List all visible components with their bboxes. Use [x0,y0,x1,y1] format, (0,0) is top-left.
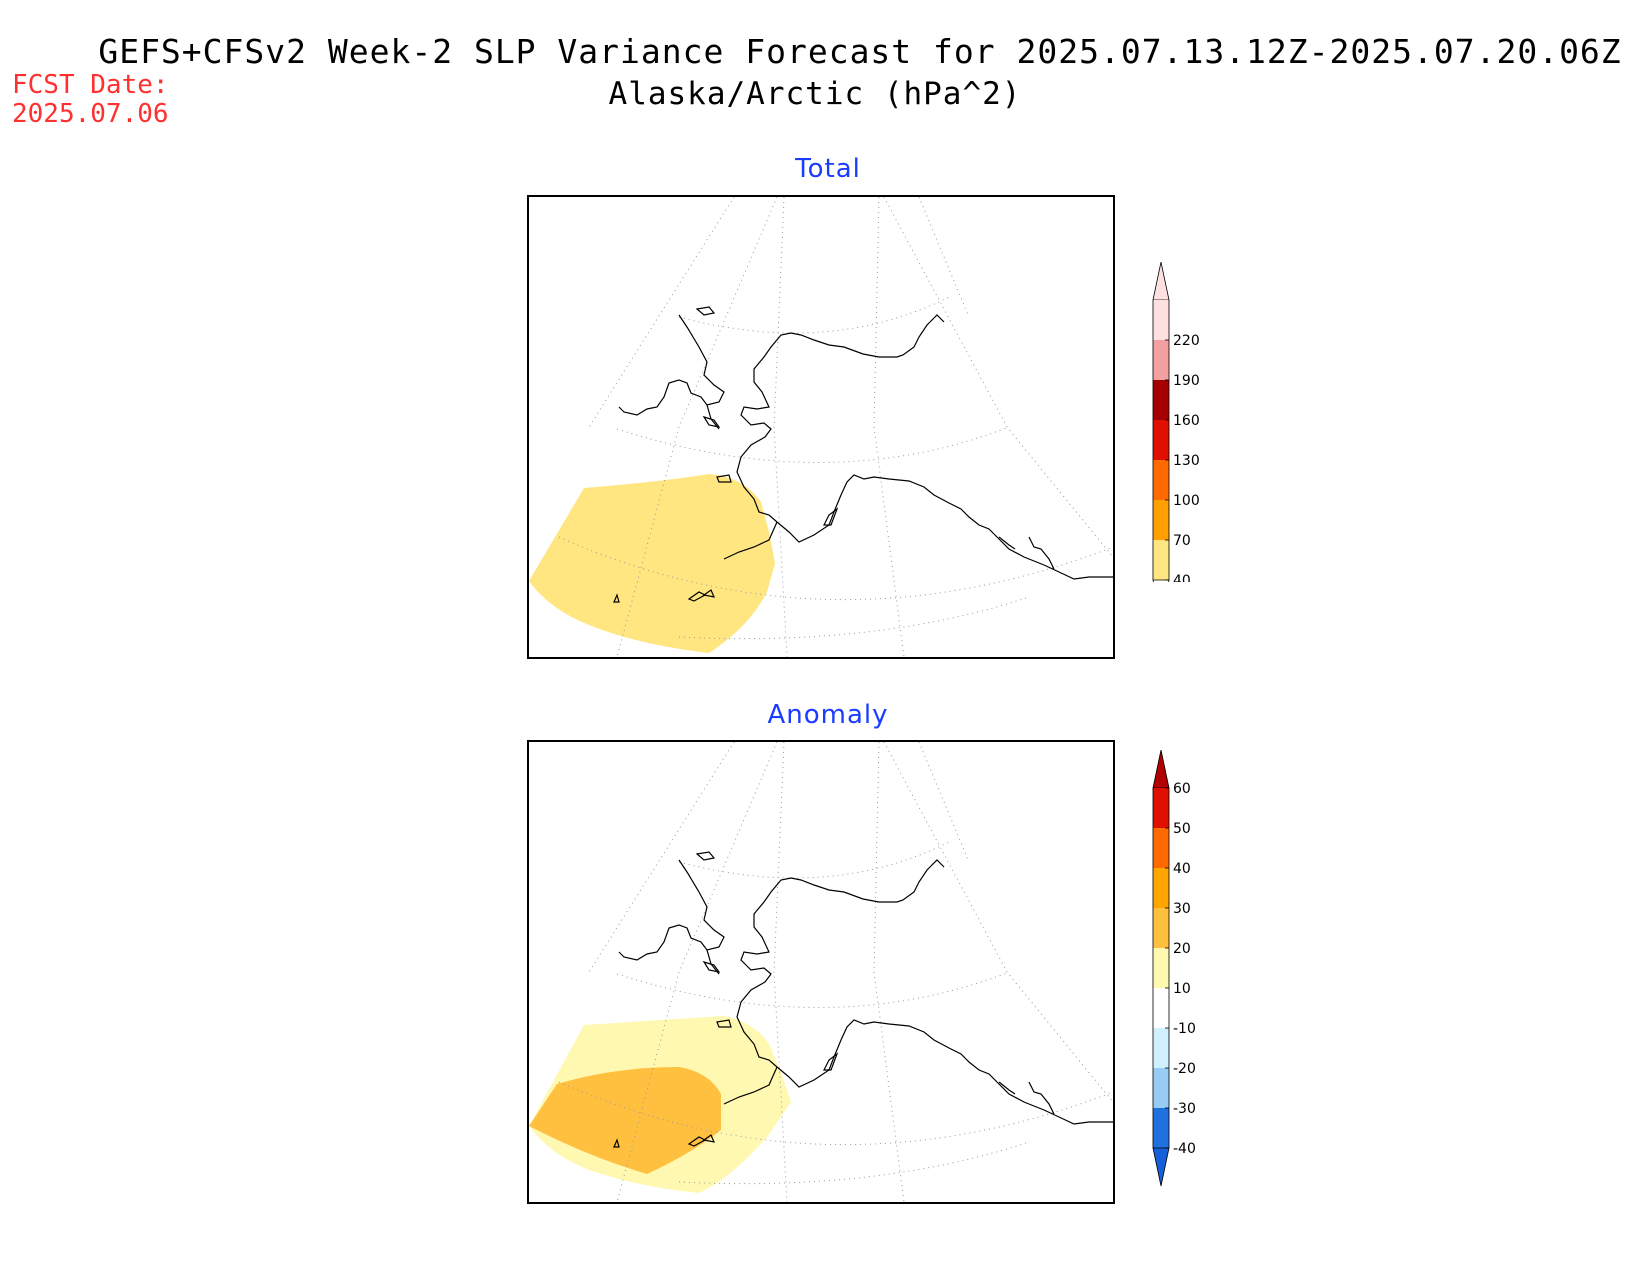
grid-line [883,742,1113,1103]
grid-line [873,742,905,1202]
colorbar-label: 190 [1173,373,1200,389]
colorbar-label: -30 [1173,1101,1196,1117]
coast-segment [736,314,945,523]
grid-line [616,742,778,1202]
colorbar-label: 20 [1173,941,1191,957]
fcst-date-value: 2025.07.06 [12,99,169,129]
colorbar-block [1153,828,1169,868]
coastline [613,851,1113,1148]
map-anomaly [529,742,1113,1202]
colorbar-block [1153,868,1169,908]
colorbar-block [1153,460,1169,500]
colorbar-block [1153,1108,1169,1148]
colorbar-label: 100 [1173,493,1200,509]
colorbar-total: 40 70 100 130 160 190 220 [1152,262,1200,582]
coast-segment [823,1052,839,1071]
colorbar-block [1153,788,1169,828]
chart-subtitle: Alaska/Arctic (hPa^2) [608,76,1022,112]
colorbar-label: 220 [1173,333,1200,349]
chart-title: GEFS+CFSv2 Week-2 SLP Variance Forecast … [98,32,1622,71]
colorbar-label: -10 [1173,1021,1196,1037]
coast-segment [695,306,716,316]
map-panel-anomaly [527,740,1115,1204]
colorbar-above-arrow [1152,750,1170,789]
coast-segment [736,859,945,1068]
colorbar-label: 10 [1173,981,1191,997]
coast-segment [716,474,732,483]
coast-segment [1028,1081,1055,1115]
colorbar-block [1153,380,1169,420]
colorbar-outline [1152,300,1170,580]
colorbar-block [1153,908,1169,948]
coast-segment [1028,536,1055,570]
grid-line [883,197,1113,558]
coast-segment [702,415,721,428]
coast-segment [613,1138,620,1148]
colorbar-block [1153,300,1169,340]
grid-line [773,197,788,657]
colorbar-label: 40 [1173,573,1191,582]
colorbar-block [1153,988,1169,1028]
colorbar-label: 130 [1173,453,1200,469]
lat-lon-grid [558,197,1113,657]
coast-segment [695,851,716,861]
grid-line [773,742,788,1202]
coast-segment [723,1066,778,1105]
colorbar-label: -40 [1173,1141,1196,1157]
grid-line [918,742,970,863]
filled-contours-anomaly [529,1016,791,1193]
grid-line [616,971,1010,1008]
colorbar-below-arrow [1152,579,1170,582]
colorbar-block [1153,1068,1169,1108]
coast-segment [618,314,725,416]
colorbar-label: 70 [1173,533,1191,549]
colorbar-block [1153,420,1169,460]
grid-line [588,742,735,973]
colorbar-label: 40 [1173,861,1191,877]
colorbar-outline [1152,788,1170,1148]
coast-segment [823,507,839,526]
filled-contours-total [529,474,775,653]
colorbar-below-arrow [1152,1147,1170,1187]
colorbar-label: 60 [1173,781,1191,797]
grid-line [678,296,950,334]
colorbar-anomaly: -40 -30 -20 -10 10 20 30 40 50 60 [1152,750,1196,1187]
colorbar-above-arrow [1152,262,1170,301]
coast-segment [702,1134,716,1143]
map-total [529,197,1113,657]
panel-title-total: Total [795,154,861,184]
map-panel-total [527,195,1115,659]
coast-segment [613,593,620,603]
panel-title-anomaly: Anomaly [767,700,889,730]
grid-line [918,197,970,318]
coast-segment [716,1019,732,1028]
coast-segment [776,474,1113,580]
coast-segment [776,1019,1113,1125]
colorbar-label: 30 [1173,901,1191,917]
coast-segment [618,859,725,961]
grid-line [588,197,735,428]
coast-segment [702,589,716,598]
grid-line [616,426,1010,463]
contour-fill-40 [529,474,775,653]
colorbar-block [1153,340,1169,380]
coast-segment [998,1081,1016,1095]
coast-segment [998,536,1016,550]
coastline [613,306,1113,603]
colorbar-block [1153,1028,1169,1068]
colorbar-label: 160 [1173,413,1200,429]
coast-segment [702,960,721,973]
lat-lon-grid [558,742,1113,1202]
grid-line [616,197,778,657]
colorbar-block [1153,540,1169,580]
colorbar-block [1153,500,1169,540]
coast-segment [723,521,778,560]
colorbar-label: 50 [1173,821,1191,837]
contour-fill-20 [529,1067,721,1174]
colorbar-block [1153,948,1169,988]
fcst-date-label: FCST Date: [12,70,169,100]
colorbar-label: -20 [1173,1061,1196,1077]
grid-line [678,841,950,879]
grid-line [873,197,905,657]
